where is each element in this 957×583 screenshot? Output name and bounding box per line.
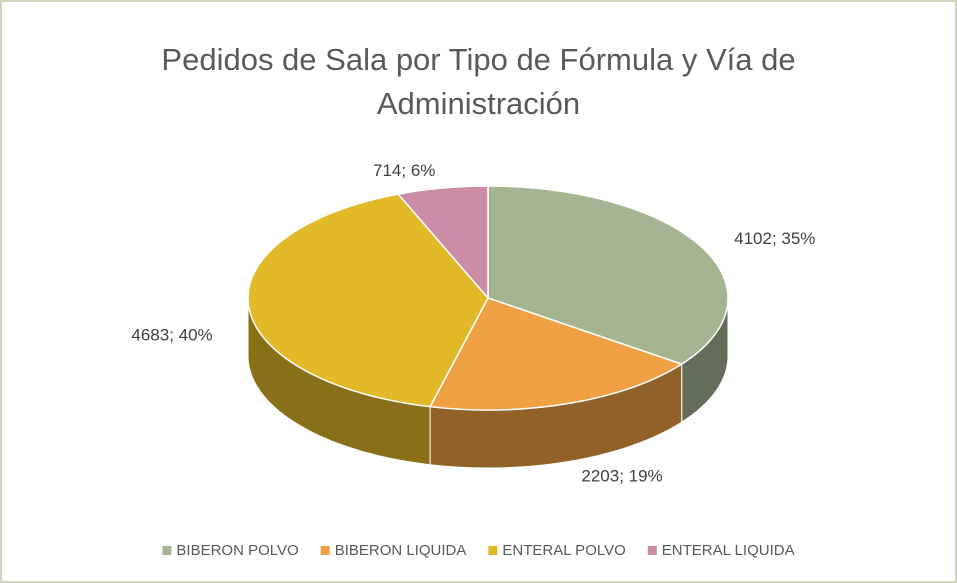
legend-label: BIBERON LIQUIDA: [335, 542, 467, 559]
legend-swatch: [320, 546, 330, 555]
data-label: 4102; 35%: [734, 229, 815, 248]
data-label: 4683; 40%: [131, 325, 212, 344]
legend-label: ENTERAL POLVO: [502, 542, 625, 559]
pie-slice: [247, 193, 489, 408]
data-label: 2203; 19%: [581, 467, 662, 486]
legend-label: ENTERAL LIQUIDA: [662, 542, 795, 559]
legend-swatch: [647, 546, 657, 555]
pie-slice: [396, 185, 489, 301]
pie-slice: [487, 185, 729, 365]
chart-title: Pedidos de Sala por Tipo de Fórmula y Ví…: [161, 42, 796, 121]
legend-swatch: [488, 546, 498, 555]
legend-label: BIBERON POLVO: [176, 542, 298, 559]
data-label: 714; 6%: [373, 161, 435, 180]
pie-slice: [428, 297, 684, 411]
legend-swatch: [162, 546, 172, 555]
